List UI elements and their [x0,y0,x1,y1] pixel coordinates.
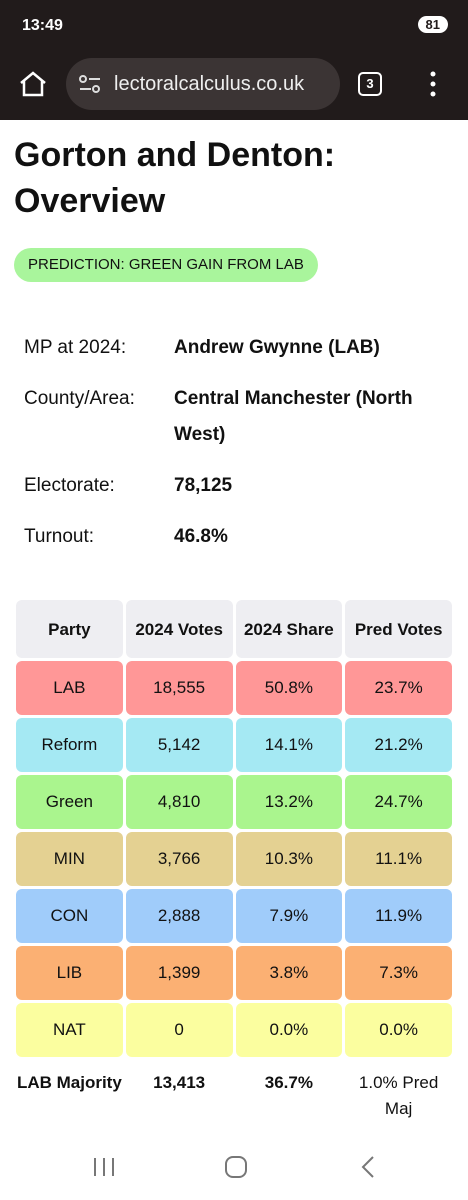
info-row: MP at 2024: Andrew Gwynne (LAB) [24,330,444,366]
header-cell: 2024 Share [235,600,343,658]
table-cell: 21.2% [345,718,452,772]
info-value: Central Manchester (North West) [174,388,413,445]
header-cell: Pred Votes [345,600,452,658]
table-cell: 5,142 [125,718,233,772]
info-row: Electorate: 78,125 [24,468,444,504]
table-cell: 4,810 [125,775,233,829]
table-cell: 7.9% [235,889,343,943]
battery: 81 [417,16,448,33]
table-cell: 7.3% [345,946,452,1000]
header-cell: 2024 Votes [125,600,233,658]
page-title: Gorton and Denton: Overview [14,136,336,220]
table-cell: 0 [125,1003,233,1057]
tab-count[interactable]: 3 [358,72,382,96]
results-table: Party 2024 Votes 2024 Share Pred Votes LAB 18… [16,600,452,1120]
table-cell: 23.7% [345,661,452,715]
clock: 13:49 [22,17,63,34]
table-cell: MIN [16,832,123,886]
footer-cell: 1.0% Pred Maj [358,1073,439,1118]
info-row: County/Area: Central Manchester (North We… [24,381,444,453]
info-label: Turnout: [24,526,95,547]
table-cell: Reform [16,718,123,772]
table-cell: Green [16,775,123,829]
table-cell: 18,555 [125,661,233,715]
info-list: MP at 2024: Andrew Gwynne (LAB) County/Are… [24,330,444,570]
table-cell: CON [16,889,123,943]
footer-cell: 36.7% [264,1073,313,1092]
url-field[interactable]: lectoralcalculus.co.uk [66,58,340,110]
table-cell: 10.3% [235,832,343,886]
table-cell: LIB [16,946,123,1000]
info-label: Electorate: [24,475,115,496]
table-cell: 3,766 [125,832,233,886]
site-settings[interactable] [78,74,102,94]
table-cell: LAB [16,661,123,715]
table-cell: 1,399 [125,946,233,1000]
table-cell: 14.1% [235,718,343,772]
info-value: 46.8% [174,526,228,547]
table-cell: 24.7% [345,775,452,829]
table-cell: 13.2% [235,775,343,829]
browser-bar: lectoralcalculus.co.uk 3 [0,48,468,120]
info-label: MP at 2024: [24,337,127,358]
table-cell: 11.9% [345,889,452,943]
footer-cell: 13,413 [153,1073,206,1092]
table-cell: 0.0% [235,1003,343,1057]
table-cell: 11.1% [345,832,452,886]
table-cell: NAT [16,1003,123,1057]
info-row: Turnout: 46.8% [24,519,444,555]
table-cell: 2,888 [125,889,233,943]
info-value: 78,125 [174,475,233,496]
info-value: Andrew Gwynne (LAB) [174,337,380,358]
table-cell: 3.8% [235,946,343,1000]
footer-cell: LAB Majority [16,1073,122,1092]
menu-button[interactable] [428,70,438,98]
nav-bar [94,1156,374,1178]
table-cell: 50.8% [235,661,343,715]
table-cell: 0.0% [345,1003,452,1057]
home-button[interactable] [18,70,48,98]
status-bar: 13:49 81 [0,0,468,48]
info-label: County/Area: [24,388,135,409]
header-cell: Party [16,600,123,658]
prediction-badge: PREDICTION: GREEN GAIN FROM LAB [14,248,318,282]
